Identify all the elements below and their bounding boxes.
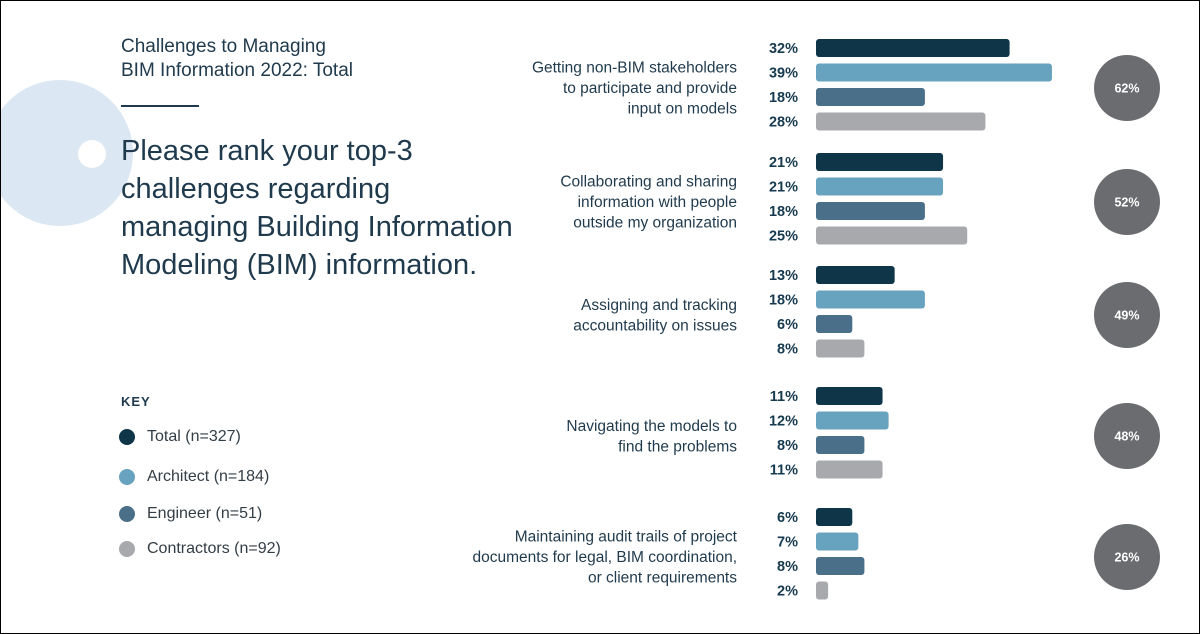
category-label-line: outside my organization bbox=[573, 215, 737, 232]
bar-contractors bbox=[816, 112, 986, 131]
value-label-engineer: 8% bbox=[777, 559, 798, 575]
category-label-line: Collaborating and sharing bbox=[560, 174, 737, 191]
value-label-engineer: 18% bbox=[769, 90, 798, 106]
title-line-1: Challenges to Managing bbox=[121, 36, 326, 57]
bar-total bbox=[816, 387, 883, 405]
value-label-total: 6% bbox=[777, 510, 798, 526]
bar-architect bbox=[816, 532, 859, 551]
bar-contractors bbox=[816, 339, 865, 358]
category-label-line: Getting non-BIM stakeholders bbox=[532, 60, 737, 77]
title-line-2: BIM Information 2022: Total bbox=[121, 60, 353, 81]
value-label-contractors: 8% bbox=[777, 342, 798, 358]
total-circle bbox=[1094, 169, 1160, 235]
legend-item-architect: Architect (n=184) bbox=[119, 467, 269, 487]
bar-total bbox=[816, 39, 1010, 57]
value-label-architect: 39% bbox=[769, 66, 798, 82]
value-label-architect: 12% bbox=[769, 414, 798, 430]
bar-engineer bbox=[816, 315, 853, 333]
bar-contractors bbox=[816, 226, 968, 245]
decorative-dot bbox=[78, 140, 106, 168]
value-label-total: 11% bbox=[770, 389, 798, 405]
category-label-line: Maintaining audit trails of project bbox=[515, 529, 738, 546]
legend-item-engineer: Engineer (n=51) bbox=[119, 504, 262, 524]
value-label-contractors: 28% bbox=[769, 115, 798, 131]
category-label-line: find the problems bbox=[618, 438, 737, 455]
value-label-total: 32% bbox=[769, 41, 798, 57]
title-divider bbox=[121, 105, 199, 107]
value-label-architect: 18% bbox=[769, 293, 798, 309]
bar-engineer bbox=[816, 436, 865, 454]
category-label-line: accountability on issues bbox=[573, 317, 737, 334]
key-heading: KEY bbox=[121, 394, 151, 409]
value-label-architect: 7% bbox=[777, 535, 798, 551]
bar-engineer bbox=[816, 557, 865, 575]
bar-architect bbox=[816, 411, 889, 430]
legend-item-contractors: Contractors (n=92) bbox=[119, 539, 281, 559]
category-label-line: or client requirements bbox=[588, 570, 737, 587]
category-label-line: information with people bbox=[578, 194, 737, 211]
value-label-contractors: 2% bbox=[777, 584, 798, 600]
total-circle bbox=[1094, 403, 1160, 469]
bar-total bbox=[816, 153, 944, 171]
bar-architect bbox=[816, 63, 1052, 82]
bar-architect bbox=[816, 177, 944, 196]
total-circle bbox=[1094, 282, 1160, 348]
total-circle bbox=[1094, 524, 1160, 590]
legend-label-engineer: Engineer (n=51) bbox=[147, 505, 263, 522]
category-label-line: documents for legal, BIM coordination, bbox=[473, 549, 738, 566]
legend-label-architect: Architect (n=184) bbox=[147, 468, 270, 485]
value-label-total: 13% bbox=[769, 268, 798, 284]
bar-total bbox=[816, 266, 895, 284]
bar-total bbox=[816, 508, 853, 526]
category-label-line: input on models bbox=[628, 101, 738, 118]
legend-swatch-total bbox=[119, 429, 135, 445]
bar-architect bbox=[816, 290, 925, 309]
total-circle-label: 48% bbox=[1114, 430, 1139, 444]
bar-contractors bbox=[816, 581, 829, 600]
category-label-line: Assigning and tracking bbox=[581, 297, 737, 314]
value-label-contractors: 11% bbox=[770, 463, 798, 479]
value-label-total: 21% bbox=[769, 155, 798, 171]
category-label-line: Navigating the models to bbox=[566, 418, 737, 435]
bar-engineer bbox=[816, 88, 925, 106]
value-label-engineer: 6% bbox=[777, 317, 798, 333]
value-label-engineer: 18% bbox=[769, 204, 798, 220]
legend-swatch-contractors bbox=[119, 541, 135, 557]
total-circle-label: 26% bbox=[1114, 551, 1139, 565]
total-circle-label: 62% bbox=[1114, 82, 1139, 96]
survey-question: Please rank your top-3 challenges regard… bbox=[121, 135, 513, 281]
bar-engineer bbox=[816, 202, 925, 220]
value-label-engineer: 8% bbox=[777, 438, 798, 454]
legend-swatch-architect bbox=[119, 469, 135, 485]
legend-swatch-engineer bbox=[119, 506, 135, 522]
legend-label-total: Total (n=327) bbox=[147, 428, 241, 445]
decorative-circle bbox=[1, 80, 133, 226]
total-circle-label: 49% bbox=[1114, 309, 1139, 323]
legend-item-total: Total (n=327) bbox=[119, 427, 241, 447]
bar-contractors bbox=[816, 460, 883, 479]
total-circle bbox=[1094, 55, 1160, 121]
value-label-contractors: 25% bbox=[769, 229, 798, 245]
legend-label-contractors: Contractors (n=92) bbox=[147, 540, 281, 557]
total-circle-label: 52% bbox=[1114, 196, 1139, 210]
category-label-line: to participate and provide bbox=[563, 80, 737, 97]
page-title: Challenges to Managing BIM Information 2… bbox=[121, 35, 451, 83]
value-label-architect: 21% bbox=[769, 180, 798, 196]
